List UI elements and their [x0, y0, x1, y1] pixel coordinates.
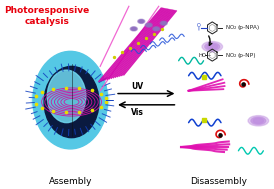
FancyArrowPatch shape	[209, 36, 212, 45]
Text: HO—: HO—	[199, 53, 212, 58]
Ellipse shape	[145, 23, 152, 27]
Ellipse shape	[161, 22, 166, 25]
Text: UV: UV	[132, 82, 144, 91]
Ellipse shape	[131, 27, 136, 30]
Ellipse shape	[146, 24, 151, 27]
Ellipse shape	[154, 27, 159, 30]
Ellipse shape	[162, 22, 165, 24]
Ellipse shape	[47, 70, 86, 123]
Ellipse shape	[33, 51, 108, 149]
Text: Vis: Vis	[131, 108, 144, 117]
Text: O: O	[197, 22, 201, 28]
Ellipse shape	[138, 19, 145, 23]
Ellipse shape	[207, 44, 218, 49]
Ellipse shape	[35, 72, 105, 128]
Ellipse shape	[140, 20, 143, 22]
Text: ||: ||	[197, 27, 200, 31]
Ellipse shape	[153, 27, 160, 31]
Text: Assembly: Assembly	[48, 177, 92, 186]
Ellipse shape	[248, 116, 269, 126]
Ellipse shape	[38, 75, 102, 125]
Text: (p-NP): (p-NP)	[238, 53, 256, 58]
Ellipse shape	[130, 27, 137, 31]
Ellipse shape	[253, 118, 264, 123]
Ellipse shape	[160, 21, 167, 25]
Ellipse shape	[31, 69, 110, 131]
Ellipse shape	[132, 28, 135, 30]
Text: Disassembly: Disassembly	[190, 177, 247, 186]
Ellipse shape	[202, 42, 222, 52]
Ellipse shape	[155, 28, 158, 30]
Ellipse shape	[251, 117, 266, 125]
Ellipse shape	[139, 20, 144, 23]
Ellipse shape	[44, 66, 99, 138]
Text: $\mathregular{NO_2}$: $\mathregular{NO_2}$	[226, 23, 238, 32]
Ellipse shape	[147, 24, 150, 26]
Text: (p-NPA): (p-NPA)	[238, 25, 260, 30]
Ellipse shape	[205, 43, 220, 50]
Text: Photoresponsive
catalysis: Photoresponsive catalysis	[4, 6, 89, 26]
Text: $\mathregular{NO_2}$: $\mathregular{NO_2}$	[226, 51, 238, 60]
